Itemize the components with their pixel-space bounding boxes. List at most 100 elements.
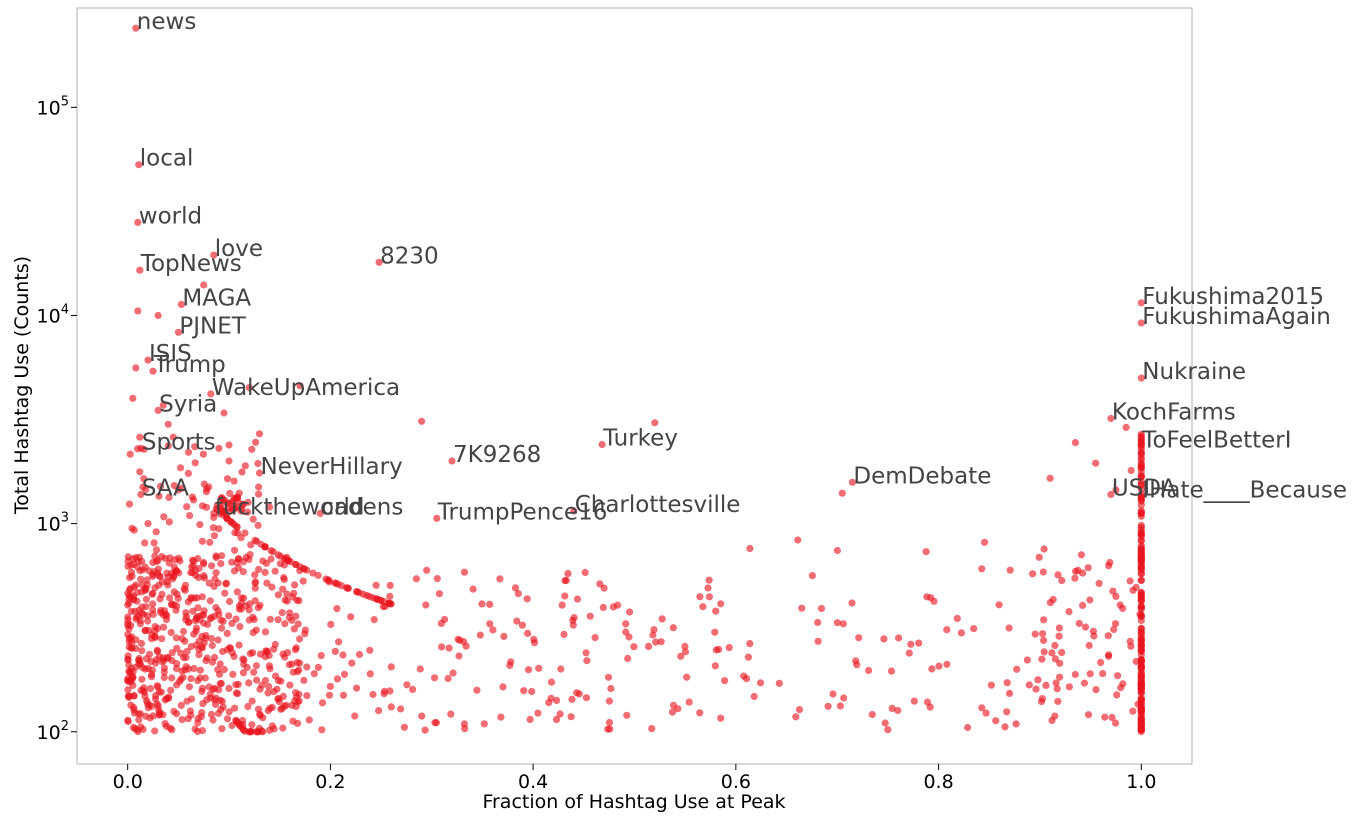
data-point <box>181 637 189 645</box>
data-point <box>276 552 284 560</box>
data-point <box>1137 696 1145 704</box>
data-point <box>136 433 144 441</box>
data-point <box>1035 553 1043 561</box>
data-point <box>795 706 804 714</box>
data-point <box>1077 551 1085 559</box>
data-point <box>586 612 594 620</box>
data-point <box>1112 486 1120 494</box>
data-point <box>132 364 140 372</box>
data-point <box>126 450 134 458</box>
data-point <box>366 670 374 678</box>
data-point <box>1025 681 1033 689</box>
data-point <box>1040 545 1048 553</box>
data-point <box>124 656 132 664</box>
x-tick-label: 0.2 <box>315 771 345 793</box>
data-point <box>248 445 256 453</box>
data-point <box>138 581 146 589</box>
data-point <box>651 419 659 427</box>
point-annotation: TopNews <box>140 251 242 277</box>
data-point <box>775 679 783 687</box>
data-point <box>582 694 591 702</box>
data-point <box>146 714 154 722</box>
data-point <box>1023 656 1031 664</box>
data-point <box>183 503 191 511</box>
data-point <box>1109 587 1117 595</box>
data-point <box>251 571 259 579</box>
data-point <box>153 646 161 654</box>
data-point <box>262 559 271 567</box>
data-point <box>564 570 572 578</box>
data-point <box>248 721 256 729</box>
data-point <box>318 726 326 734</box>
data-point <box>231 546 239 554</box>
point-annotation: world <box>139 203 202 229</box>
data-point <box>935 662 943 670</box>
data-point <box>1137 485 1145 493</box>
data-point <box>140 684 148 692</box>
data-point <box>253 676 261 684</box>
data-point <box>174 486 182 494</box>
data-point <box>1137 299 1145 307</box>
data-point <box>884 726 892 734</box>
data-point <box>170 707 178 716</box>
data-point <box>164 442 172 450</box>
data-point <box>1137 374 1145 382</box>
data-point <box>657 638 665 646</box>
data-point <box>291 581 299 589</box>
data-point <box>216 696 224 705</box>
data-point <box>462 642 470 650</box>
data-point <box>1086 670 1094 678</box>
data-point <box>1137 543 1145 552</box>
data-point <box>1137 637 1145 645</box>
data-point <box>433 514 441 522</box>
data-point <box>127 644 135 652</box>
data-point <box>132 24 140 32</box>
data-point <box>583 657 591 665</box>
data-point <box>239 568 247 576</box>
data-point <box>261 676 270 685</box>
data-point <box>721 677 729 685</box>
data-point <box>232 689 240 697</box>
data-point <box>160 623 168 631</box>
data-point <box>355 589 363 597</box>
data-point <box>853 661 861 669</box>
data-point <box>245 384 253 392</box>
data-point <box>290 589 298 597</box>
data-point <box>1048 649 1056 657</box>
data-point <box>353 684 361 692</box>
point-annotation: USDA <box>1112 476 1177 502</box>
data-point <box>237 605 245 613</box>
data-point <box>132 581 140 589</box>
data-point <box>1137 464 1145 472</box>
data-point <box>910 697 918 705</box>
data-point <box>267 555 275 563</box>
data-point <box>216 660 224 668</box>
data-point <box>1055 624 1063 632</box>
data-point <box>888 704 896 713</box>
data-point <box>348 659 356 667</box>
data-point <box>1127 466 1135 475</box>
data-point <box>1137 456 1145 464</box>
data-point <box>855 634 863 642</box>
data-point <box>135 654 143 663</box>
data-point <box>558 601 566 609</box>
data-point <box>717 600 725 608</box>
data-point <box>327 620 335 629</box>
data-point <box>1071 439 1079 447</box>
data-point <box>198 709 206 717</box>
data-point <box>1056 673 1064 681</box>
data-point <box>240 726 248 734</box>
data-point <box>144 617 152 625</box>
data-point <box>210 532 218 540</box>
data-point <box>208 658 217 666</box>
data-point <box>168 674 176 682</box>
data-point <box>142 603 150 611</box>
data-point <box>1003 679 1011 687</box>
data-point <box>233 718 241 726</box>
data-point <box>318 699 327 707</box>
data-point <box>127 701 135 709</box>
data-point <box>1058 648 1066 657</box>
data-points <box>124 24 1145 736</box>
data-point <box>438 643 446 651</box>
data-point <box>223 629 231 638</box>
